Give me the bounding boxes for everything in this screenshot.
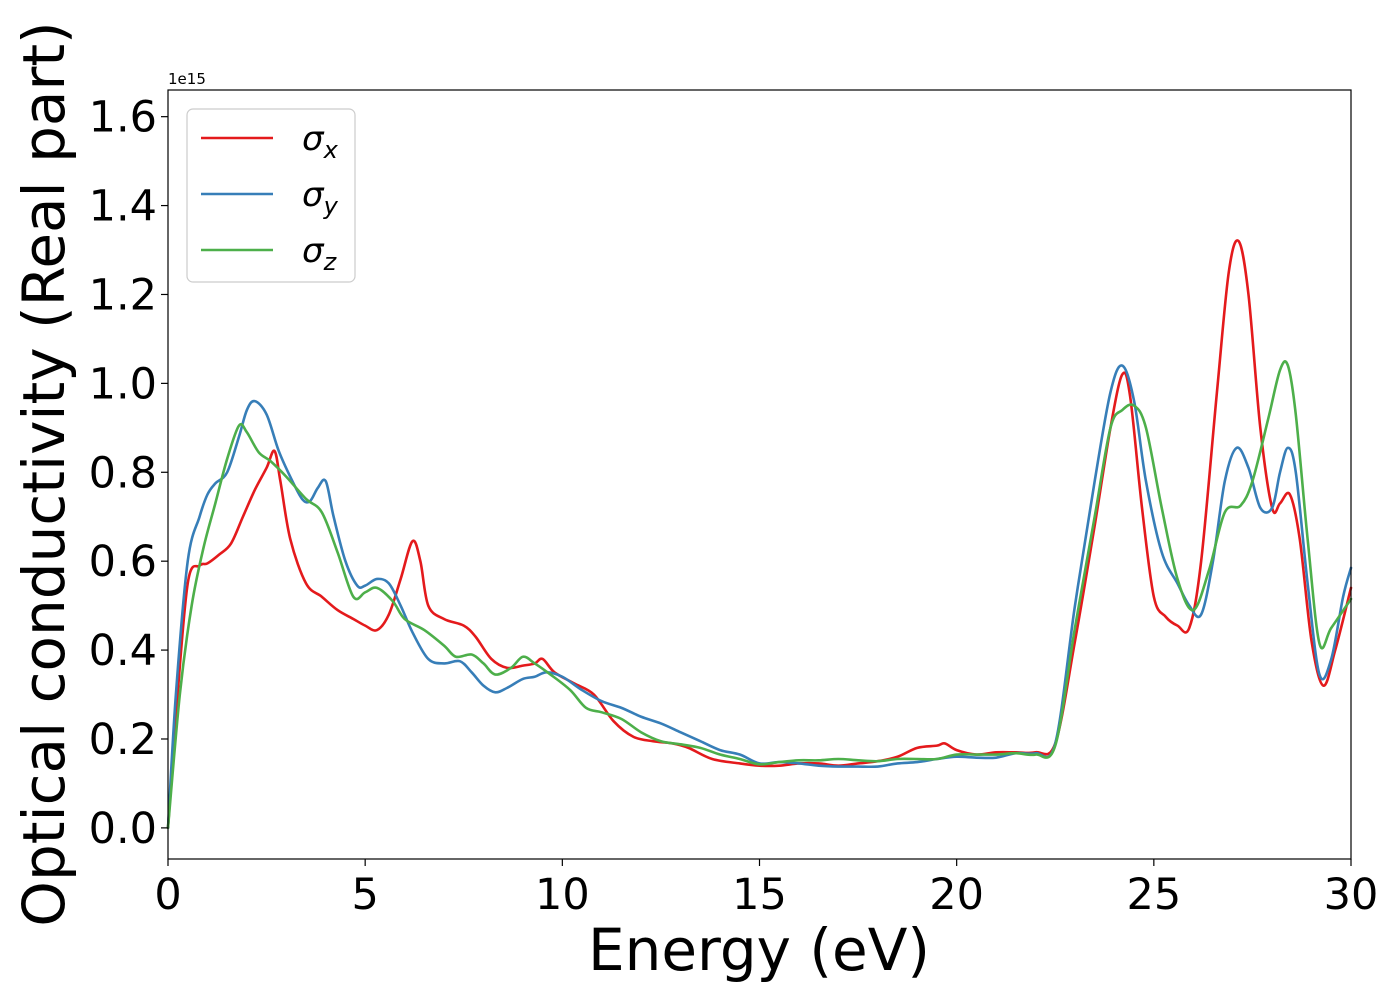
y-tick-label: 0.8 xyxy=(89,448,157,498)
x-tick-label: 25 xyxy=(1126,870,1181,920)
series-line-sigma-y xyxy=(166,364,1353,830)
x-tick-label: 15 xyxy=(732,870,787,920)
y-axis-label: Optical conductivity (Real part) xyxy=(10,21,78,926)
y-tick-label: 0.6 xyxy=(89,537,157,587)
y-axis-ticks: 0.0 0.2 0.4 0.6 0.8 1.0 1.2 1.4 1.6 xyxy=(89,93,168,854)
series-layer xyxy=(166,239,1353,830)
y-tick-label: 1.2 xyxy=(89,270,157,320)
x-tick-label: 5 xyxy=(351,870,378,920)
series-line-sigma-x xyxy=(166,239,1353,830)
legend-box xyxy=(186,108,356,283)
x-tick-label: 30 xyxy=(1324,870,1379,920)
y-tick-label: 0.0 xyxy=(89,804,157,854)
y-tick-label: 0.2 xyxy=(89,715,157,765)
y-tick-label: 1.4 xyxy=(89,182,157,232)
x-tick-label: 0 xyxy=(154,870,181,920)
y-tick-label: 1.0 xyxy=(89,359,157,409)
x-axis-ticks: 0 5 10 15 20 25 30 xyxy=(154,859,1378,920)
y-tick-label: 1.6 xyxy=(89,93,157,143)
series-line-sigma-z xyxy=(166,360,1353,830)
y-offset-label: 1e15 xyxy=(168,70,206,88)
y-tick-label: 0.4 xyxy=(89,626,157,676)
x-tick-label: 10 xyxy=(535,870,590,920)
x-tick-label: 20 xyxy=(929,870,984,920)
x-axis-label: Energy (eV) xyxy=(588,916,930,984)
